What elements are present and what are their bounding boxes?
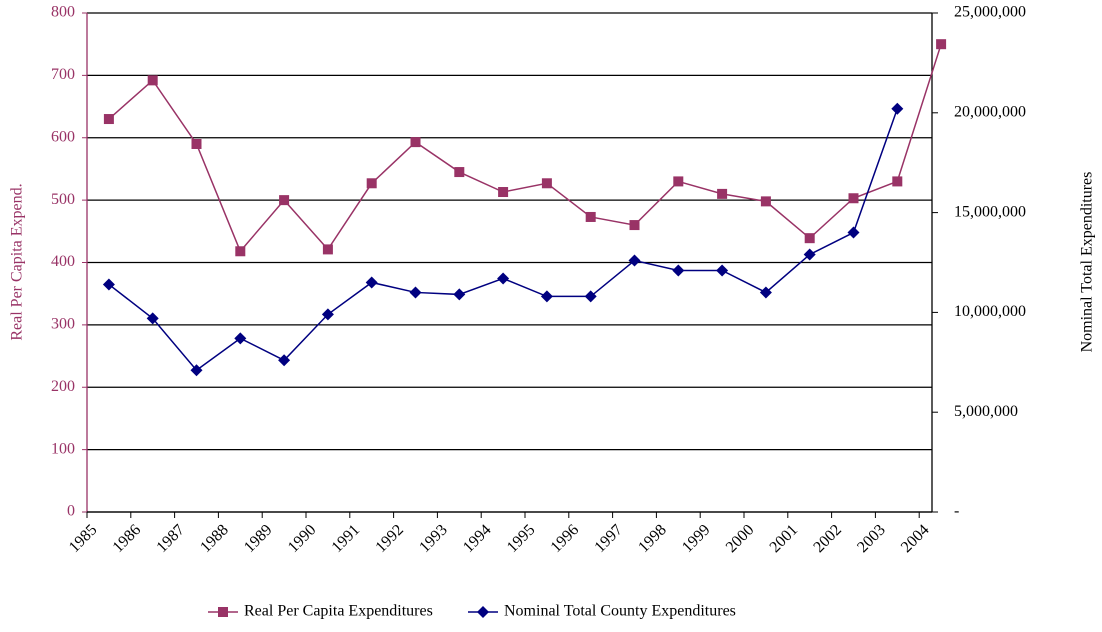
x-tick-label: 1988 xyxy=(197,521,232,556)
point xyxy=(540,290,553,303)
x-tick-label: 1989 xyxy=(241,521,276,556)
point xyxy=(585,211,596,222)
y-tick-label: 400 xyxy=(51,253,75,270)
point xyxy=(891,102,904,115)
x-tick-label: 1990 xyxy=(285,521,320,556)
y-tick-label: 500 xyxy=(51,191,75,208)
point xyxy=(453,288,466,301)
point xyxy=(541,178,552,189)
y2-tick-label: 25,000,000 xyxy=(954,4,1026,21)
x-tick-label: 1986 xyxy=(110,521,145,556)
x-tick-label: 2001 xyxy=(767,521,802,556)
series-line xyxy=(108,43,942,253)
point xyxy=(673,176,684,187)
point xyxy=(191,138,202,149)
x-tick-label: 1987 xyxy=(153,521,188,556)
point xyxy=(717,188,728,199)
series-line xyxy=(108,108,899,372)
x-tick-label: 1985 xyxy=(66,521,101,556)
x-tick-label: 2004 xyxy=(898,521,933,556)
y-tick-label: 0 xyxy=(67,503,75,520)
point xyxy=(365,276,378,289)
point xyxy=(628,254,641,267)
y2-tick-label: - xyxy=(954,503,959,520)
y-tick-label: 800 xyxy=(51,4,75,21)
y-tick-label: 100 xyxy=(51,440,75,457)
point xyxy=(892,176,903,187)
point xyxy=(322,244,333,255)
point xyxy=(672,264,685,277)
point xyxy=(847,226,860,239)
y2-tick-label: 5,000,000 xyxy=(954,403,1018,420)
point xyxy=(103,114,114,125)
legend-label: Real Per Capita Expenditures xyxy=(244,603,433,620)
point xyxy=(804,233,815,244)
point xyxy=(848,193,859,204)
x-tick-label: 1994 xyxy=(460,521,495,556)
point xyxy=(321,308,334,321)
y2-tick-label: 20,000,000 xyxy=(954,103,1026,120)
point xyxy=(497,272,510,285)
y2-axis-title: Nominal Total Expenditures xyxy=(1079,172,1096,353)
y-tick-label: 600 xyxy=(51,128,75,145)
x-tick-label: 1992 xyxy=(372,521,407,556)
point xyxy=(409,286,422,299)
y-tick-label: 300 xyxy=(51,316,75,333)
x-tick-label: 1999 xyxy=(679,521,714,556)
x-tick-label: 2003 xyxy=(854,521,889,556)
y-tick-label: 200 xyxy=(51,378,75,395)
y-axis-title: Real Per Capita Expend. xyxy=(9,183,26,340)
x-tick-label: 2002 xyxy=(810,521,845,556)
point xyxy=(235,246,246,257)
point xyxy=(760,196,771,207)
point xyxy=(366,178,377,189)
y2-tick-label: 15,000,000 xyxy=(954,203,1026,220)
x-tick-label: 1995 xyxy=(504,521,539,556)
x-tick-label: 1993 xyxy=(416,521,451,556)
x-tick-label: 1997 xyxy=(591,521,626,556)
x-tick-label: 1991 xyxy=(329,521,364,556)
point xyxy=(498,187,509,198)
point xyxy=(410,137,421,148)
point xyxy=(584,290,597,303)
y2-tick-label: 10,000,000 xyxy=(954,303,1026,320)
x-tick-label: 2000 xyxy=(723,521,758,556)
point xyxy=(218,607,228,617)
point xyxy=(936,39,947,50)
point xyxy=(147,75,158,86)
point xyxy=(803,248,816,261)
point xyxy=(629,220,640,231)
point xyxy=(190,364,203,377)
point xyxy=(234,332,247,345)
point xyxy=(279,195,290,206)
legend-label: Nominal Total County Expenditures xyxy=(504,603,736,620)
x-tick-label: 1996 xyxy=(548,521,583,556)
y-tick-label: 700 xyxy=(51,66,75,83)
point xyxy=(454,167,465,178)
point xyxy=(716,264,729,277)
point xyxy=(759,286,772,299)
point xyxy=(278,354,291,367)
point xyxy=(102,278,115,291)
point xyxy=(477,606,489,618)
x-tick-label: 1998 xyxy=(635,521,670,556)
point xyxy=(146,312,159,325)
